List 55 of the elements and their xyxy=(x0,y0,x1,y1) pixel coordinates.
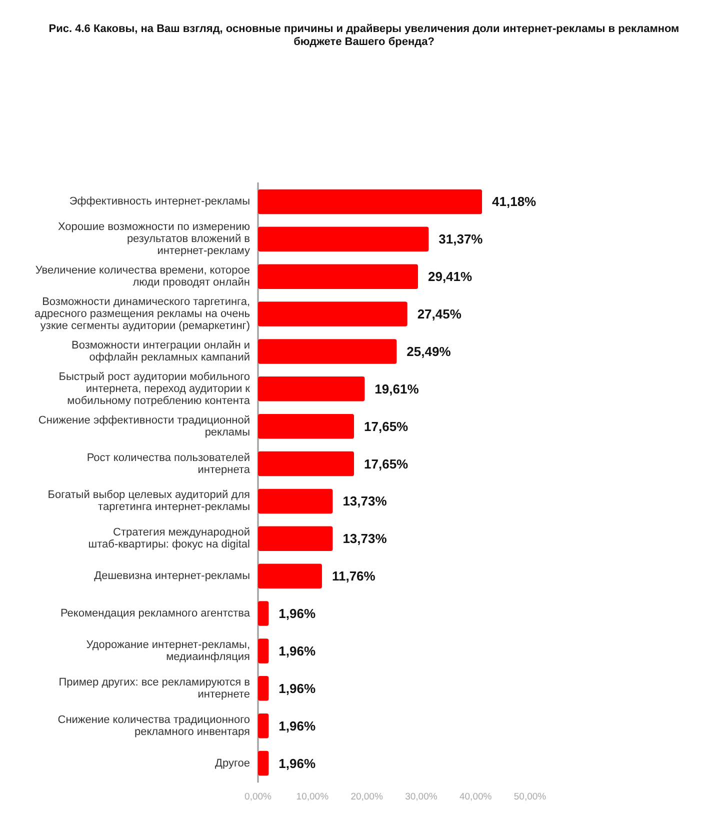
y-tick-label: Пример других: все рекламируются в интернете xyxy=(58,676,250,700)
data-label: 1,96% xyxy=(278,643,316,658)
bar xyxy=(258,451,354,476)
data-label: 1,96% xyxy=(278,756,316,771)
data-label: 17,65% xyxy=(364,456,409,472)
x-tick-label: 30,00% xyxy=(405,792,438,802)
data-label: 31,37% xyxy=(438,232,484,247)
x-tick-label: 0,00% xyxy=(244,792,272,802)
data-label: 27,45% xyxy=(417,306,462,322)
y-tick-label: Рекомендация рекламного агентства xyxy=(60,608,251,620)
data-label: 19,61% xyxy=(374,381,420,396)
y-tick-label: Богатый выбор целевых аудиторий для таргетинга интернет-рекламы xyxy=(48,489,250,514)
y-tick-label: Снижение количества традиционного рекламного инвентаря xyxy=(58,714,250,738)
y-tick-label: Дешевизна интернет-рекламы xyxy=(94,570,250,582)
data-label: 1,96% xyxy=(278,606,316,622)
bar xyxy=(258,226,429,252)
x-tick-label: 20,00% xyxy=(350,792,384,802)
bar xyxy=(258,750,269,776)
bar xyxy=(258,713,269,738)
y-tick-label: Другое xyxy=(215,757,250,770)
data-label: 1,96% xyxy=(278,680,316,696)
data-label: 25,49% xyxy=(406,344,452,359)
y-tick-label: Рост количества пользователей интернета xyxy=(86,452,251,476)
bar xyxy=(258,488,333,514)
chart-title: Рис. 4.6 Каковы, на Ваш взгляд, основные причины и драйверы увеличения доли интернет-рекламы в рекламном бюджете Вашего бренда? xyxy=(48,23,680,49)
bar xyxy=(258,676,269,701)
x-tick-label: 50,00% xyxy=(514,792,547,802)
x-tick-label: 10,00% xyxy=(296,792,330,802)
y-tick-label: Возможности интеграции онлайн и оффлайн рекламных кампаний xyxy=(71,339,250,364)
bar xyxy=(258,414,354,439)
y-tick-label: Снижение эффективности традиционной рекламы xyxy=(38,414,250,438)
bar xyxy=(258,189,482,214)
data-label: 11,76% xyxy=(332,568,376,584)
y-tick-label: Удорожание интернет-рекламы, медиаинфляция xyxy=(86,638,250,663)
bar xyxy=(258,638,269,664)
y-tick-label: Хорошие возможности по измерению результатов вложений в интернет-рекламу xyxy=(58,221,250,258)
bar xyxy=(258,376,365,402)
data-label: 29,41% xyxy=(428,269,473,284)
bar xyxy=(258,526,333,552)
bar xyxy=(258,339,397,364)
y-tick-label: Эффективность интернет-рекламы xyxy=(69,196,250,208)
bar xyxy=(258,264,418,289)
data-label: 17,65% xyxy=(364,418,409,434)
data-label: 41,18% xyxy=(492,194,537,210)
x-tick-label: 40,00% xyxy=(459,792,492,802)
bar xyxy=(258,564,322,588)
data-label: 13,73% xyxy=(342,494,388,509)
y-tick-label: Быстрый рост аудитории мобильного интернета, переход аудитории к мобильному потреблению контента xyxy=(58,370,251,407)
y-tick-label: Увеличение количества времени, которое люди проводят онлайн xyxy=(35,264,250,289)
bar xyxy=(258,601,269,626)
data-label: 1,96% xyxy=(278,718,316,734)
bar xyxy=(258,302,408,326)
y-tick-label: Возможности динамического таргетинга, адресного размещения рекламы на очень узкие сегменты аудитории (ремаркетинг) xyxy=(34,296,250,332)
data-label: 13,73% xyxy=(342,531,388,546)
y-tick-label: Стратегия международной штаб-квартиры: фокус на digital xyxy=(88,526,250,551)
